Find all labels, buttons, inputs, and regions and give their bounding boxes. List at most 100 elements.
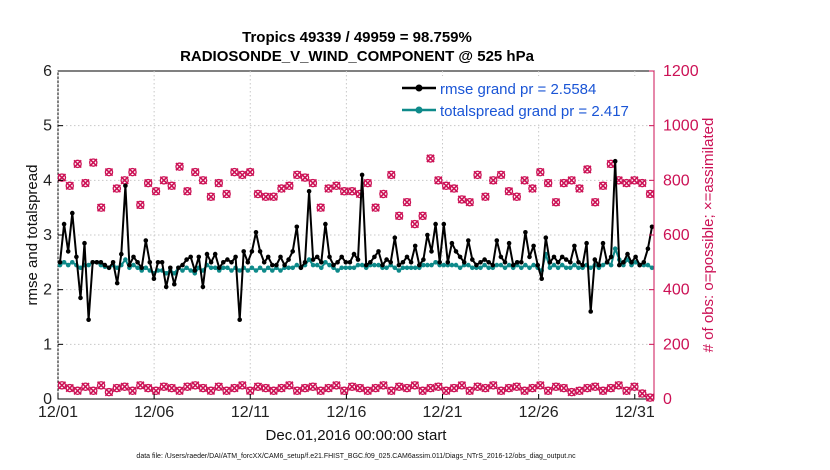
rmse-point (478, 260, 483, 265)
rmse-point (225, 257, 230, 262)
totalspread-point (396, 268, 402, 273)
rmse-point (155, 260, 161, 265)
obs-cross-stroke (379, 189, 388, 199)
obs-marker-high-assimilated (308, 178, 318, 188)
obs-marker-high-assimilated (120, 176, 129, 185)
obs-marker-high-possible (104, 167, 114, 177)
rmse-point (572, 243, 577, 249)
totalspread-point (457, 265, 463, 271)
obs-cross-stroke (645, 189, 655, 199)
totalspread-point (563, 265, 569, 271)
obs-cross-stroke (128, 386, 137, 395)
obs-marker-high-assimilated (324, 184, 333, 193)
obs-marker-low-assimilated (528, 383, 537, 393)
obs-cross-stroke (65, 181, 74, 190)
totalspread-point (135, 265, 140, 271)
obs-marker-low-possible (214, 382, 224, 391)
obs-marker-low-assimilated (128, 386, 137, 395)
x-tick-label: 12/01 (38, 404, 78, 421)
rmse-point (241, 249, 246, 254)
obs-marker-high-assimilated (473, 170, 482, 180)
rmse-point (159, 260, 165, 265)
obs-marker-low-assimilated (347, 382, 357, 391)
obs-marker-low-possible (206, 386, 216, 396)
obs-cross-stroke (622, 386, 631, 395)
obs-marker-high-possible (488, 176, 498, 185)
obs-cross-stroke (293, 386, 302, 395)
obs-cross-stroke (394, 211, 404, 221)
totalspread-point (290, 265, 296, 271)
obs-marker-low-possible (190, 381, 200, 390)
obs-marker-high-possible (410, 219, 420, 229)
rmse-point (131, 254, 136, 260)
totalspread-point (408, 265, 414, 271)
obs-marker-low-assimilated (371, 383, 380, 393)
obs-cross-stroke (159, 382, 169, 391)
obs-cross-stroke (269, 192, 278, 201)
rmse-point (604, 260, 610, 265)
obs-marker-high-possible (363, 178, 373, 188)
totalspread-point (486, 265, 492, 271)
obs-cross-stroke (96, 381, 106, 390)
obs-marker-low-possible (410, 381, 420, 390)
obs-cross-stroke (598, 386, 608, 395)
obs-cross-stroke (418, 386, 427, 395)
obs-marker-high-assimilated (316, 203, 325, 212)
rmse-point (302, 260, 308, 265)
obs-marker-low-assimilated (402, 383, 412, 393)
rmse-point (290, 249, 296, 254)
obs-marker-high-possible (190, 167, 200, 177)
rmse-point (86, 317, 91, 323)
obs-marker-high-assimilated (630, 176, 639, 185)
rmse-point (147, 260, 153, 265)
totalspread-point (323, 260, 328, 265)
obs-marker-high-assimilated (214, 178, 223, 188)
obs-cross-stroke (583, 383, 592, 393)
obs-marker-low-assimilated (394, 382, 404, 391)
rmse-point (237, 317, 242, 323)
obs-marker-low-assimilated (245, 386, 255, 395)
rmse-point (551, 254, 557, 260)
totalspread-point (123, 257, 128, 262)
rmse-point (527, 254, 532, 260)
totalspread-point (506, 262, 512, 268)
obs-marker-low-assimilated (253, 382, 263, 391)
obs-marker-low-assimilated (324, 383, 333, 393)
obs-cross-stroke (583, 165, 592, 174)
obs-marker-low-possible (528, 383, 537, 393)
rmse-point (617, 262, 622, 268)
rmse-point (437, 260, 443, 265)
x-tick-label: 12/06 (134, 404, 174, 421)
obs-marker-high-possible (496, 170, 506, 180)
rmse-point (612, 158, 618, 164)
obs-marker-low-possible (488, 381, 498, 390)
obs-marker-high-possible (300, 173, 310, 182)
obs-cross-stroke (120, 176, 129, 185)
obs-marker-low-possible (614, 381, 623, 390)
obs-marker-high-possible (238, 170, 247, 180)
obs-marker-low-assimilated (465, 386, 474, 395)
obs-marker-low-possible (332, 381, 341, 390)
obs-marker-low-assimilated (104, 388, 114, 397)
obs-cross-stroke (489, 381, 498, 390)
legend-rmse-marker (415, 84, 423, 92)
obs-marker-low-assimilated (543, 386, 553, 395)
obs-marker-high-possible (183, 187, 192, 196)
obs-marker-low-possible (575, 386, 584, 396)
obs-cross-stroke (198, 383, 208, 393)
rmse-point (212, 251, 218, 257)
rmse-point (588, 309, 593, 314)
legend-box (396, 76, 650, 124)
x-tick-label: 12/21 (422, 404, 462, 421)
obs-marker-low-possible (347, 382, 357, 391)
totalspread-point (335, 268, 340, 273)
y-tick-label: 6 (43, 63, 52, 80)
obs-marker-high-possible (143, 178, 153, 188)
obs-marker-low-assimilated (551, 382, 561, 391)
obs-cross-stroke (167, 383, 176, 393)
obs-marker-high-possible (441, 181, 451, 191)
rmse-point (306, 189, 312, 194)
rmse-point (380, 262, 385, 268)
obs-marker-high-possible (292, 170, 302, 180)
rmse-point (355, 257, 361, 262)
